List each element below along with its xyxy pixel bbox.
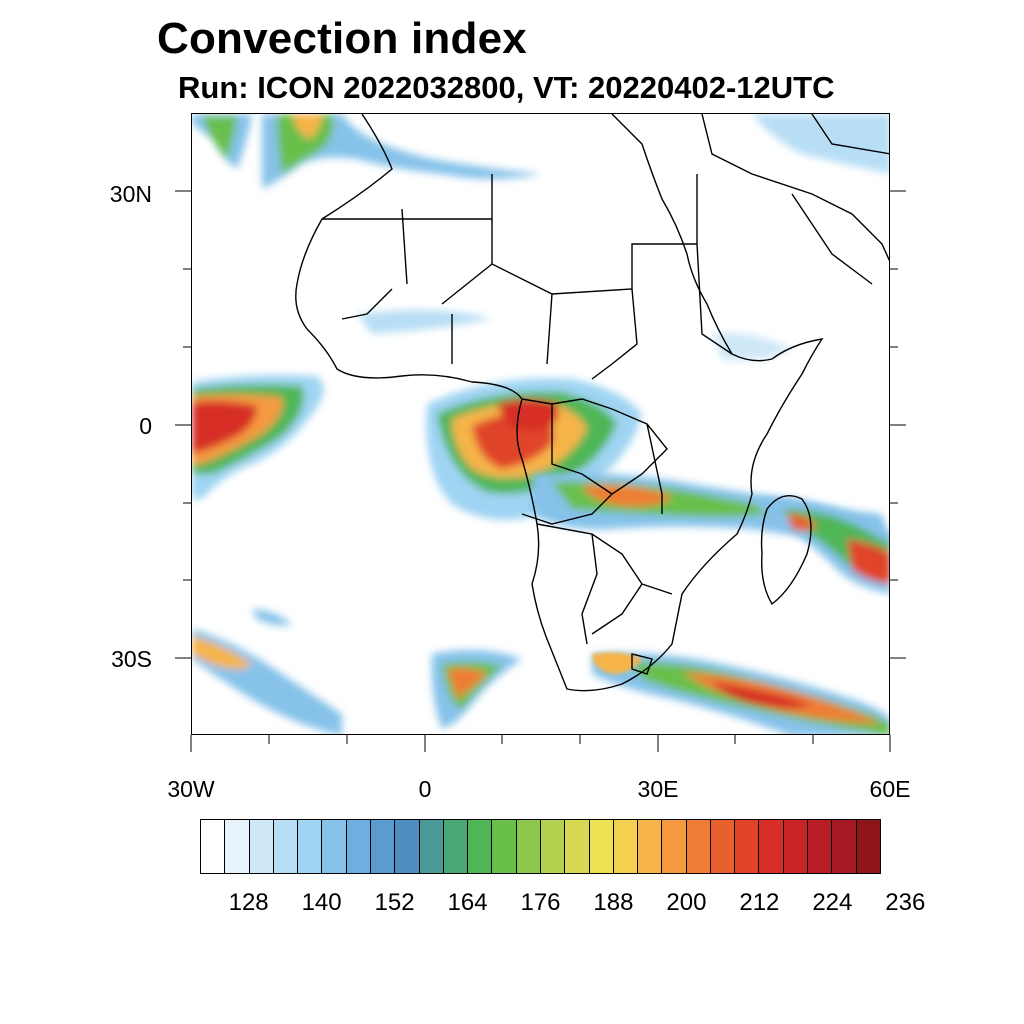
colorbar-swatch [565, 820, 590, 873]
colorbar [200, 819, 881, 874]
colorbar-swatch [589, 820, 614, 873]
colorbar-tick-label: 200 [666, 889, 707, 916]
colorbar-swatch [346, 820, 371, 873]
lat-label-30s: 30S [111, 646, 152, 672]
colorbar-swatch [468, 820, 493, 873]
colorbar-swatch [273, 820, 299, 873]
colorbar-swatch [710, 820, 736, 873]
map-svg [192, 114, 889, 734]
colorbar-swatch [249, 820, 274, 873]
coastlines-borders [295, 114, 889, 692]
colorbar-swatch [832, 820, 857, 873]
lon-label-30w: 30W [167, 776, 215, 802]
colorbar-tick-label: 236 [885, 889, 926, 916]
colorbar-tick-label: 164 [447, 889, 488, 916]
colorbar-tick-label: 140 [301, 889, 342, 916]
colorbar-tick-label: 128 [228, 889, 269, 916]
colorbar-swatch [492, 820, 517, 873]
chart-subtitle: Run: ICON 2022032800, VT: 20220402-12UTC [178, 70, 835, 105]
lon-label-0: 0 [418, 776, 432, 802]
colorbar-swatch [443, 820, 469, 873]
colorbar-swatch [370, 820, 396, 873]
colorbar-swatch [322, 820, 347, 873]
colorbar-swatch [686, 820, 711, 873]
colorbar-swatch [856, 820, 880, 873]
colorbar-swatch [783, 820, 809, 873]
colorbar-swatch [201, 820, 226, 873]
lon-label-60e: 60E [869, 776, 911, 802]
convection-field [192, 114, 889, 734]
colorbar-swatch [662, 820, 687, 873]
colorbar-tick-label: 224 [812, 889, 853, 916]
chart-title: Convection index [157, 14, 527, 63]
lon-label-30e: 30E [637, 776, 679, 802]
colorbar-swatch [735, 820, 760, 873]
colorbar-swatch [516, 820, 541, 873]
colorbar-swatch [395, 820, 420, 873]
colorbar-swatch [298, 820, 323, 873]
map-panel [191, 113, 890, 735]
colorbar-tick-label: 188 [593, 889, 634, 916]
colorbar-tick-label: 152 [374, 889, 415, 916]
colorbar-tick-label: 212 [739, 889, 780, 916]
colorbar-swatch [759, 820, 784, 873]
colorbar-swatch [540, 820, 566, 873]
colorbar-tick-label: 176 [520, 889, 561, 916]
colorbar-swatch [419, 820, 444, 873]
colorbar-swatch [225, 820, 250, 873]
colorbar-swatch [613, 820, 639, 873]
lat-label-30n: 30N [109, 181, 152, 207]
colorbar-swatch [808, 820, 833, 873]
lat-label-0: 0 [139, 413, 152, 439]
colorbar-swatch [638, 820, 663, 873]
